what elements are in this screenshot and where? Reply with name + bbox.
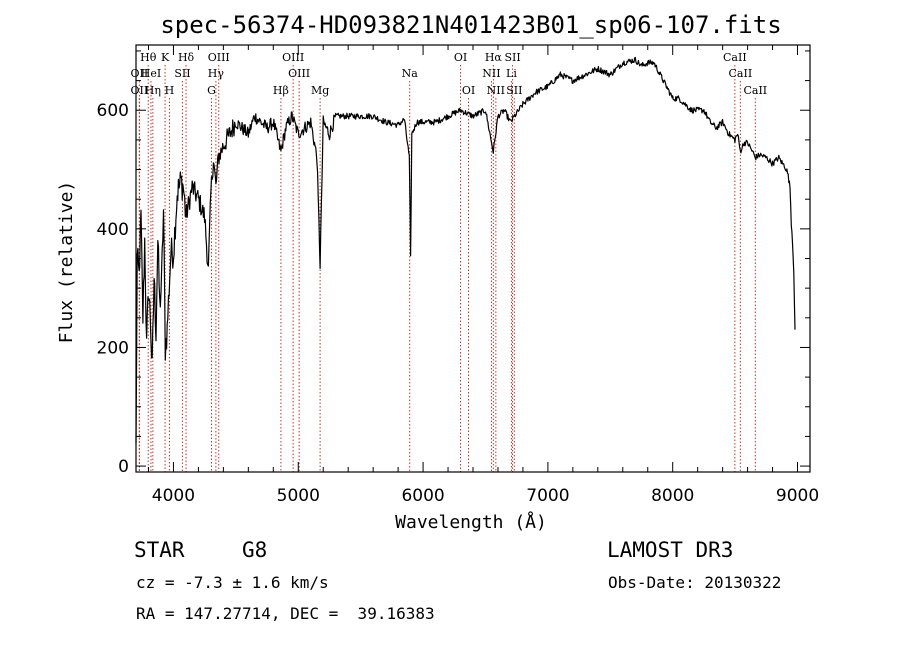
marker-label: SII bbox=[506, 84, 522, 97]
x-tick-label: 8000 bbox=[651, 486, 694, 506]
y-tick-label: 400 bbox=[97, 220, 129, 240]
marker-label: OIII bbox=[282, 51, 304, 64]
marker-label: CaII bbox=[743, 84, 767, 97]
y-tick-label: 200 bbox=[97, 338, 129, 358]
marker-label: OI bbox=[454, 51, 467, 64]
marker-label: HeI bbox=[141, 67, 161, 80]
x-tick-label: 7000 bbox=[526, 486, 569, 506]
subclass: G8 bbox=[242, 538, 268, 562]
marker-label: NII bbox=[487, 84, 505, 97]
y-tick-label: 0 bbox=[118, 457, 129, 477]
observation-date: Obs-Date: 20130322 bbox=[608, 573, 782, 592]
marker-label: Na bbox=[402, 67, 419, 80]
x-tick-label: 5000 bbox=[277, 486, 320, 506]
x-tick-label: 9000 bbox=[776, 486, 819, 506]
marker-label: Hθ bbox=[140, 51, 157, 64]
coordinates: RA = 147.27714, DEC = 39.16383 bbox=[136, 604, 435, 623]
marker-label: OII bbox=[131, 84, 149, 97]
marker-label: Hβ bbox=[273, 84, 289, 97]
marker-label: SII bbox=[174, 67, 190, 80]
survey-name: LAMOST DR3 bbox=[607, 538, 734, 562]
marker-label: Hη bbox=[145, 84, 161, 97]
plot-frame bbox=[135, 44, 811, 473]
redshift-cz: cz = -7.3 ± 1.6 km/s bbox=[136, 573, 329, 592]
marker-label: OII bbox=[131, 67, 149, 80]
chart-title: spec-56374-HD093821N401423B01_sp06-107.f… bbox=[160, 11, 781, 39]
spectrum-line bbox=[135, 56, 796, 444]
marker-label: Hα bbox=[485, 51, 503, 64]
marker-label: Li bbox=[506, 67, 517, 80]
marker-label: OI bbox=[462, 84, 475, 97]
marker-label: Mg bbox=[311, 84, 329, 97]
marker-label: G bbox=[207, 84, 216, 97]
marker-label: OIII bbox=[208, 51, 230, 64]
axes bbox=[135, 44, 811, 473]
x-tick-label: 4000 bbox=[152, 486, 195, 506]
marker-label: CaII bbox=[723, 51, 747, 64]
marker-label: OIII bbox=[288, 67, 310, 80]
object-class: STAR bbox=[134, 538, 185, 562]
y-axis-label: Flux (relative) bbox=[56, 181, 77, 344]
marker-label: K bbox=[161, 51, 170, 64]
marker-label: CaII bbox=[729, 67, 753, 80]
marker-label: SII bbox=[504, 51, 520, 64]
x-tick-label: 6000 bbox=[401, 486, 444, 506]
marker-label: Hγ bbox=[208, 67, 225, 80]
ticks: 4000 5000 6000 7000 8000 9000 0 200 400 600 bbox=[97, 45, 819, 506]
y-tick-label: 600 bbox=[97, 101, 129, 121]
x-axis-label: Wavelength (Å) bbox=[395, 511, 547, 533]
marker-label: Hδ bbox=[178, 51, 195, 64]
marker-label: H bbox=[165, 84, 175, 97]
marker-label: NII bbox=[482, 67, 500, 80]
spectrum-series bbox=[135, 56, 796, 444]
